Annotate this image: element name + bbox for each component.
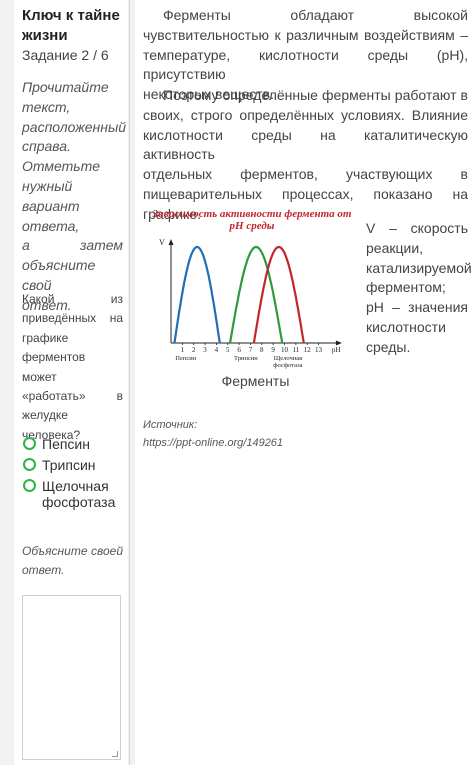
- legend-line: реакции,: [366, 239, 424, 256]
- x-axis-arrow: [335, 340, 342, 346]
- radio-button[interactable]: [23, 437, 36, 450]
- legend-line: среды.: [366, 338, 411, 355]
- question-line: желудке: [22, 408, 68, 423]
- explain-prompt: Объясните своей ответ.: [22, 542, 123, 580]
- x-tick-label: 8: [260, 346, 264, 354]
- x-tick-label: 13: [315, 346, 323, 354]
- series-label: Трипсин: [234, 355, 258, 362]
- x-tick-label: 7: [249, 346, 253, 354]
- y-axis-label: V: [159, 238, 165, 247]
- x-tick-label: 12: [304, 346, 312, 354]
- main-panel: [135, 0, 474, 765]
- instruction-line: а затем: [22, 237, 123, 254]
- answer-options: Пепсин Трипсин Щелочная фосфотаза: [22, 436, 127, 515]
- paragraph-line: чувствительностью к различным воздействи…: [143, 26, 468, 43]
- series-line-Пепсин: [173, 245, 221, 344]
- y-axis-arrow: [168, 239, 174, 245]
- question-text: Какой из приведённых на графике ферменто…: [22, 290, 123, 445]
- explain-line: Объясните своей: [22, 544, 123, 558]
- question-line: ферментов может: [22, 350, 86, 384]
- instruction-line: текст,: [22, 98, 71, 115]
- instruction-line: объясните свой: [22, 257, 96, 293]
- chart-title: pH среды: [229, 220, 275, 232]
- enzyme-activity-chart: Зависимость активности фермента от pH сре…: [143, 205, 361, 370]
- instruction-line: Отметьте: [22, 158, 101, 175]
- question-line: графике: [22, 330, 69, 345]
- paragraph-line: отдельных ферментов, участвующих в: [143, 166, 468, 183]
- paragraph-line: пищеварительных процессах, показано на г…: [143, 185, 468, 222]
- source-label: Источник:: [143, 419, 198, 431]
- x-tick-label: 11: [292, 346, 299, 354]
- paragraph-line: своих, строго определённых условиях. Вли…: [143, 106, 468, 123]
- option-label: Щелочная фосфотаза: [42, 478, 116, 510]
- chart-legend-text: V – скорость реакции, катализируемой фер…: [366, 219, 472, 358]
- chart-caption: Ферменты: [221, 373, 290, 389]
- legend-line: ферментом;: [366, 279, 446, 296]
- instruction-line: расположенный: [22, 118, 127, 135]
- instruction-line: вариант ответа,: [22, 197, 80, 234]
- chart-title: Зависимость активности фермента от: [152, 208, 352, 220]
- instruction-line: ответ.: [22, 296, 72, 313]
- series-label: Пепсин: [175, 355, 196, 362]
- paragraph-line: Ферменты обладают высокой: [163, 7, 468, 23]
- radio-button[interactable]: [23, 479, 36, 492]
- task-counter: Задание 2 / 6: [22, 47, 109, 63]
- series-label: фосфотаза: [273, 362, 302, 369]
- x-tick-label: 10: [281, 346, 289, 354]
- paragraph-line: Поэтому определённые ферменты работают в: [163, 87, 468, 103]
- question-line: приведённых на: [22, 311, 123, 326]
- answer-textarea[interactable]: [22, 595, 121, 760]
- x-tick-label: 4: [215, 346, 219, 354]
- paragraph-1: Ферменты обладают высокой чувствительнос…: [143, 6, 468, 105]
- option-pepsin[interactable]: Пепсин: [22, 436, 127, 452]
- source-link[interactable]: https://ppt-online.org/149261: [143, 437, 284, 449]
- option-alkaline-phosphatase[interactable]: Щелочная фосфотаза: [22, 478, 127, 510]
- x-tick-label: 3: [203, 346, 207, 354]
- instruction-text: Прочитайте текст, расположенный справа. …: [22, 78, 127, 316]
- question-line: человека?: [22, 427, 81, 442]
- resize-handle[interactable]: [112, 751, 118, 757]
- paragraph-line: кислотности среды на каталитическую акти…: [143, 126, 468, 163]
- legend-line: катализируемой: [366, 259, 472, 276]
- x-tick-label: 1: [181, 346, 185, 354]
- option-label: Пепсин: [42, 436, 90, 452]
- instruction-line: справа.: [22, 138, 71, 155]
- legend-line: кислотности: [366, 318, 446, 335]
- legend-line: V – скорость: [366, 220, 468, 236]
- x-tick-label: 9: [271, 346, 275, 354]
- option-label: Трипсин: [42, 457, 96, 473]
- option-trypsin[interactable]: Трипсин: [22, 457, 127, 473]
- paragraph-line: температуре, кислотности среды (pH), при…: [143, 46, 468, 83]
- series-line-Трипсин: [228, 245, 284, 344]
- x-axis-label: pH: [332, 346, 341, 354]
- radio-button[interactable]: [23, 458, 36, 471]
- paragraph-2: Поэтому определённые ферменты работают в…: [143, 86, 468, 225]
- x-tick-label: 6: [237, 346, 241, 354]
- series-line-Щелочная фосфотаза: [252, 245, 305, 344]
- x-tick-label: 5: [226, 346, 230, 354]
- instruction-line: нужный: [22, 177, 73, 194]
- explain-line: ответ.: [22, 563, 65, 577]
- question-line: Какой из: [22, 292, 123, 306]
- paragraph-line: некоторых веществ.: [143, 86, 275, 103]
- series-label: Щелочная: [274, 355, 302, 362]
- instruction-line: Прочитайте: [22, 79, 109, 95]
- x-tick-label: 2: [192, 346, 196, 354]
- question-line: «работать» в: [22, 389, 123, 404]
- page-title: Ключ к тайне жизни: [22, 7, 120, 44]
- legend-line: pH – значения: [366, 299, 468, 316]
